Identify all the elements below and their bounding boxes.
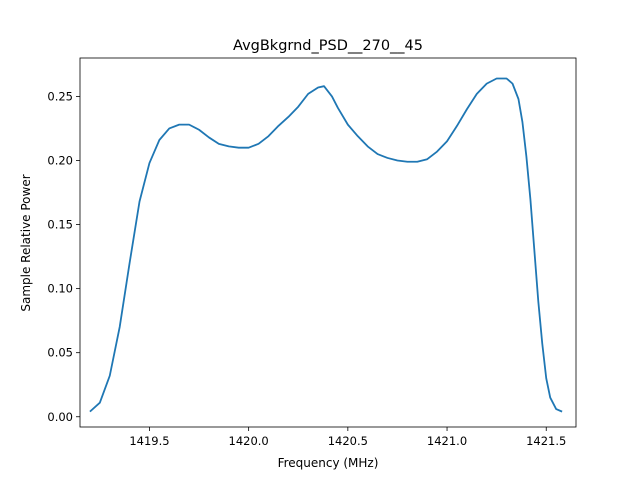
x-axis-label: Frequency (MHz) (278, 456, 379, 470)
y-tick-label-4: 0.20 (47, 154, 73, 168)
x-tick-label-0: 1419.5 (129, 434, 169, 448)
x-tick-label-1: 1420.0 (229, 434, 269, 448)
y-tick-label-3: 0.15 (47, 218, 73, 232)
y-axis-label: Sample Relative Power (19, 174, 33, 311)
plot-area: 1419.5 1420.0 1420.5 1421.0 1421.5 0.00 0.05 0.… (47, 57, 577, 448)
chart-title: AvgBkgrnd_PSD__270__45 (233, 38, 423, 54)
y-tick-label-0: 0.00 (47, 410, 73, 424)
x-tick-label-2: 1420.5 (328, 434, 368, 448)
x-tick-label-4: 1421.5 (526, 434, 566, 448)
y-tick-label-1: 0.05 (47, 346, 73, 360)
x-tick-label-3: 1421.0 (427, 434, 467, 448)
series-line-0 (89, 77, 563, 413)
y-tick-label-5: 0.25 (47, 89, 73, 103)
axes-frame (79, 57, 577, 428)
y-tick-label-2: 0.10 (47, 282, 73, 296)
